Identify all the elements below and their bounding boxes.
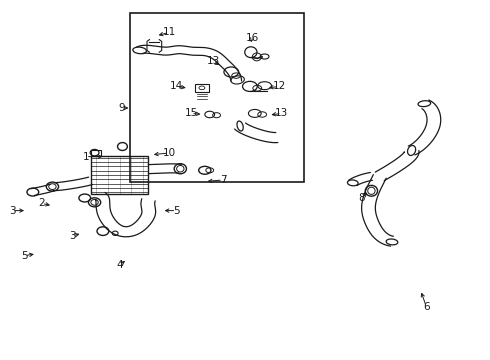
Text: 10: 10 <box>163 148 175 158</box>
Text: 5: 5 <box>173 206 180 216</box>
Text: 7: 7 <box>220 175 226 185</box>
Bar <box>195 84 209 92</box>
Text: 2: 2 <box>38 198 45 208</box>
Text: 1: 1 <box>82 152 89 162</box>
Text: 11: 11 <box>162 27 176 37</box>
Text: 16: 16 <box>245 33 259 43</box>
Bar <box>130 13 304 182</box>
Text: 5: 5 <box>21 251 28 261</box>
Text: 13: 13 <box>206 56 220 66</box>
Text: 6: 6 <box>423 302 430 312</box>
Text: 4: 4 <box>117 260 123 270</box>
Text: 14: 14 <box>170 81 183 91</box>
Text: 3: 3 <box>69 231 76 241</box>
Text: 15: 15 <box>184 108 198 118</box>
Text: 3: 3 <box>9 206 16 216</box>
Bar <box>91 150 101 156</box>
Text: 9: 9 <box>118 103 125 113</box>
Text: 13: 13 <box>275 108 289 118</box>
Bar <box>91 156 148 194</box>
Text: 8: 8 <box>358 193 365 203</box>
Text: 12: 12 <box>272 81 286 91</box>
